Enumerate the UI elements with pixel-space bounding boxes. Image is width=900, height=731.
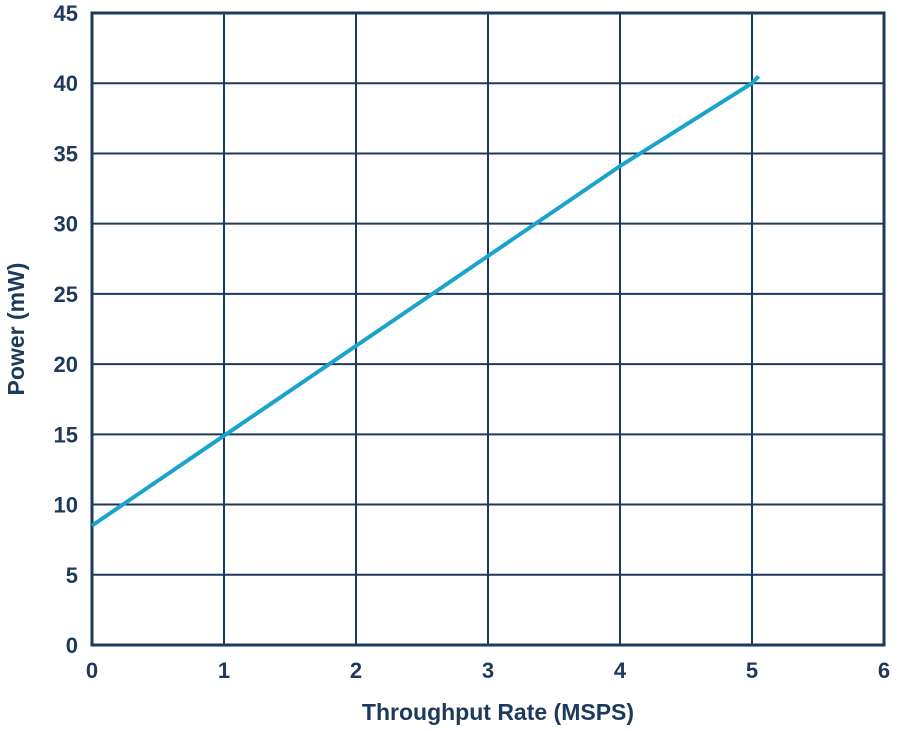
y-tick-label: 25: [54, 282, 78, 307]
series-layer: [90, 74, 761, 528]
x-tick-label: 5: [746, 658, 758, 683]
y-tick-label: 35: [54, 141, 78, 166]
y-tick-label: 30: [54, 212, 78, 237]
x-tick-label: 3: [482, 658, 494, 683]
x-axis-title: Throughput Rate (MSPS): [362, 699, 634, 725]
x-tick-label: 6: [878, 658, 890, 683]
x-tick-label: 2: [350, 658, 362, 683]
plot-border: [90, 11, 886, 647]
x-tick-label: 4: [614, 658, 627, 683]
y-tick-label: 40: [54, 71, 78, 96]
x-tick-label: 1: [218, 658, 230, 683]
y-tick-label: 45: [54, 1, 78, 26]
y-axis-title: Power (mW): [3, 263, 29, 396]
grid: [90, 11, 886, 647]
y-tick-label: 15: [54, 422, 78, 447]
y-tick-label: 5: [66, 563, 78, 588]
y-tick-label: 20: [54, 352, 78, 377]
series-line: [90, 74, 761, 528]
x-tick-label: 0: [86, 658, 98, 683]
y-tick-label: 10: [54, 493, 78, 518]
y-tick-label: 0: [66, 633, 78, 658]
